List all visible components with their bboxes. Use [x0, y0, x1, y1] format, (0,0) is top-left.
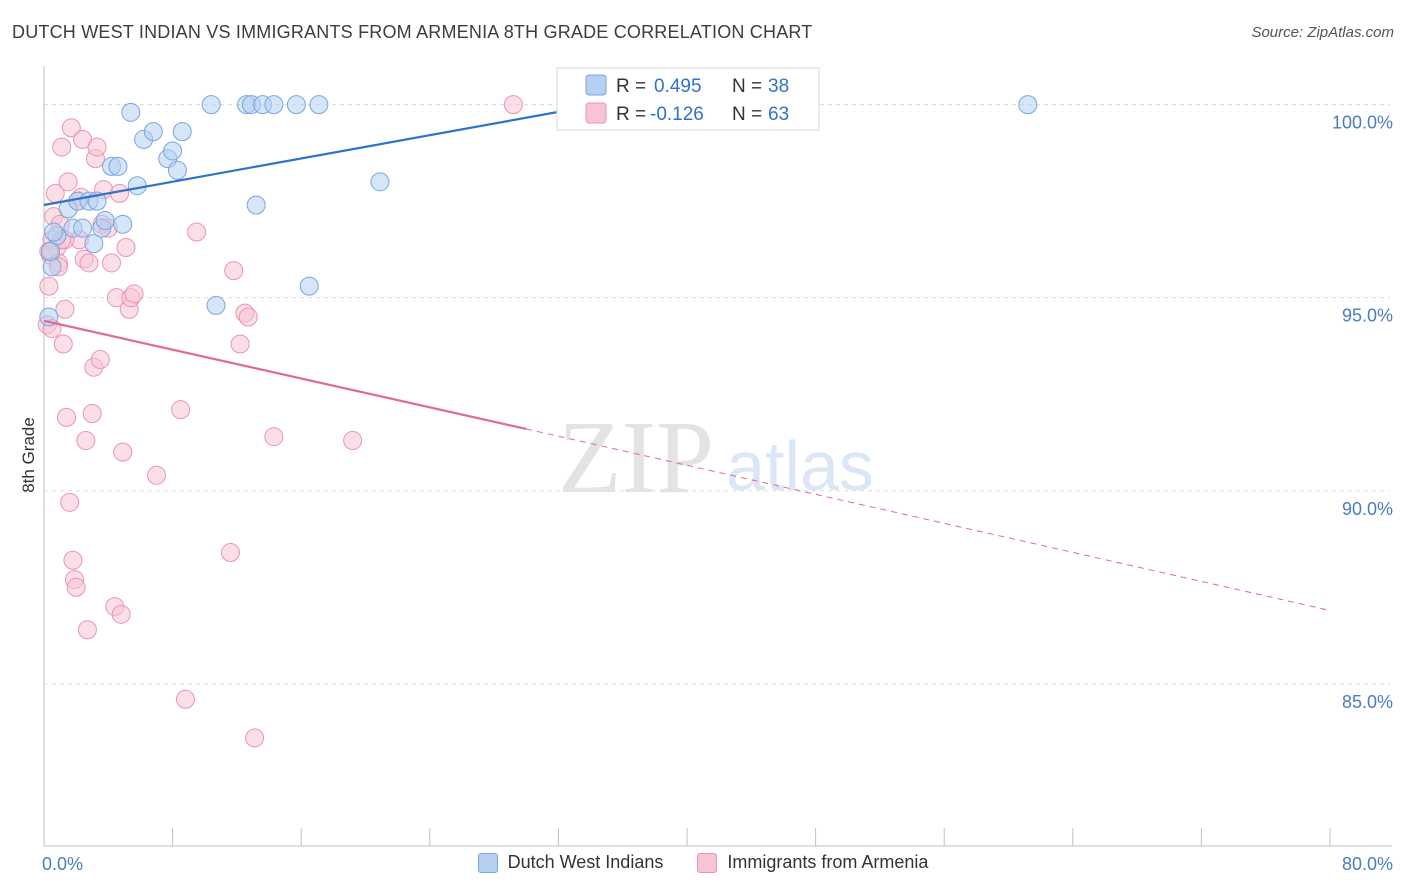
data-point-pink [238, 307, 258, 327]
data-point-blue [121, 102, 141, 122]
y-axis-label: 8th Grade [19, 417, 38, 493]
tick-labels: 85.0% 90.0% 95.0% 100.0% 0.0% 80.0% [42, 113, 1393, 874]
source-credit: Source: ZipAtlas.com [1251, 24, 1394, 41]
data-point-blue [163, 141, 183, 161]
data-point-blue [127, 176, 147, 196]
data-point-pink [77, 620, 97, 640]
legend-n-label-blue: N = [732, 76, 762, 97]
legend-swatch-dutch-west-indians [477, 852, 498, 873]
data-point-blue [286, 95, 306, 115]
axes [43, 66, 1392, 847]
legend-label-dutch-west-indians: Dutch West Indians [507, 852, 664, 872]
grid-lines [44, 104, 1390, 685]
data-point-pink [82, 404, 102, 424]
legend-r-value-pink: -0.126 [650, 104, 704, 125]
legend-r-value-blue: 0.495 [654, 76, 702, 97]
watermark: ZIP atlas [558, 400, 874, 515]
data-point-pink [63, 550, 83, 570]
legend-label-immigrants-from-armenia: Immigrants from Armenia [727, 852, 929, 872]
data-point-pink [230, 334, 250, 354]
data-point-pink [55, 299, 75, 319]
data-point-blue [246, 195, 266, 215]
data-point-blue [309, 95, 329, 115]
data-point-pink [343, 431, 363, 451]
trend-lines [43, 103, 1331, 611]
y-tick-label: 90.0% [1342, 499, 1393, 519]
legend-item-dutch-west-indians: Dutch West Indians [477, 852, 664, 873]
data-point-blue [113, 214, 133, 234]
watermark-zip: ZIP [558, 400, 714, 515]
series-dutch-west-indians [39, 95, 1038, 327]
data-point-pink [60, 492, 80, 512]
data-point-blue [264, 95, 284, 115]
legend-swatch-immigrants-from-armenia [697, 852, 718, 873]
data-point-blue [95, 210, 115, 230]
data-point-pink [175, 689, 195, 709]
data-point-pink [57, 407, 77, 427]
legend-n-value-blue: 38 [768, 76, 789, 97]
data-point-pink [53, 334, 73, 354]
data-point-pink [39, 276, 59, 296]
data-point-pink [245, 728, 265, 748]
bottom-legend: Dutch West Indians Immigrants from Armen… [0, 852, 1406, 873]
data-point-blue [206, 295, 226, 315]
data-point-blue [299, 276, 319, 296]
data-point-pink [90, 349, 110, 369]
data-point-pink [116, 237, 136, 257]
data-point-pink [224, 261, 244, 281]
data-point-pink [147, 465, 167, 485]
data-point-pink [76, 431, 96, 451]
data-point-pink [171, 400, 191, 420]
data-point-pink [58, 172, 78, 192]
x-tick-label-min: 0.0% [42, 854, 83, 874]
data-point-pink [124, 284, 144, 304]
data-point-pink [187, 222, 207, 242]
data-point-pink [87, 137, 107, 157]
x-tick-label-max: 80.0% [1342, 854, 1393, 874]
y-tick-label: 95.0% [1342, 306, 1393, 326]
trend-line-blue [43, 103, 599, 207]
data-point-pink [66, 577, 86, 597]
trend-line-extension-pink [526, 428, 1331, 611]
data-point-pink [61, 118, 81, 138]
legend-r-label-blue: R = [616, 76, 646, 97]
data-point-pink [503, 95, 523, 115]
data-point-blue [1018, 95, 1038, 115]
legend-swatch-pink [585, 102, 607, 124]
data-point-pink [102, 253, 122, 273]
watermark-atlas: atlas [726, 427, 874, 505]
data-point-pink [52, 137, 72, 157]
data-point-blue [84, 234, 104, 254]
correlation-legend: R = 0.495 N = 38 R = -0.126 N = 63 [556, 67, 820, 131]
chart-title: DUTCH WEST INDIAN VS IMMIGRANTS FROM ARM… [12, 22, 813, 42]
trend-line-pink [43, 319, 527, 431]
data-point-blue [143, 122, 163, 142]
legend-n-label-pink: N = [732, 104, 762, 125]
data-point-pink [111, 604, 131, 624]
data-point-blue [40, 241, 60, 261]
legend-n-value-pink: 63 [768, 104, 789, 125]
data-point-pink [264, 427, 284, 447]
legend-r-label-pink: R = [616, 104, 646, 125]
legend-swatch-blue [585, 74, 607, 96]
data-point-blue [201, 95, 221, 115]
data-point-pink [220, 543, 240, 563]
data-point-pink [113, 442, 133, 462]
data-point-blue [73, 218, 93, 238]
data-point-blue [108, 156, 128, 176]
y-tick-label: 100.0% [1332, 113, 1393, 133]
data-point-blue [167, 160, 187, 180]
data-point-blue [172, 122, 192, 142]
data-point-pink [79, 253, 99, 273]
legend-item-immigrants-from-armenia: Immigrants from Armenia [697, 852, 928, 873]
data-point-blue [44, 222, 64, 242]
y-tick-label: 85.0% [1342, 692, 1393, 712]
data-point-blue [370, 172, 390, 192]
